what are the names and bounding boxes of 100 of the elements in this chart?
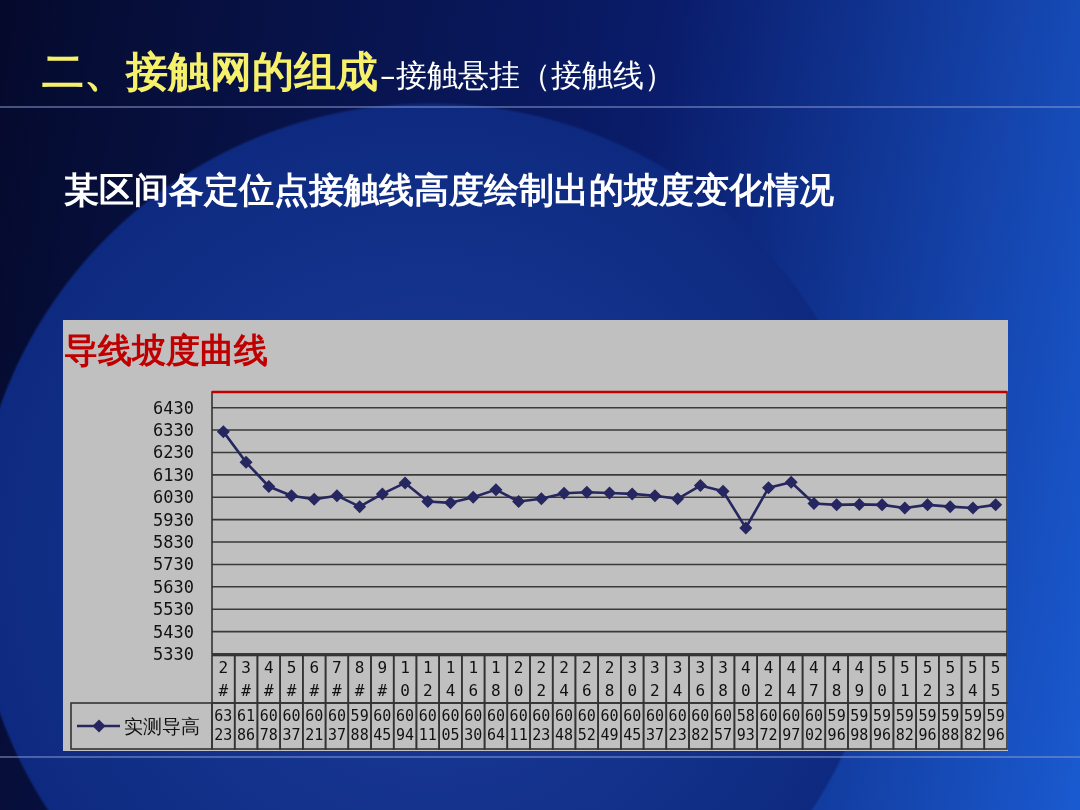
data-label: 60 23 — [668, 707, 687, 744]
point — [989, 498, 1003, 512]
x-tick-label: 2# — [218, 657, 229, 700]
data-label: 61 86 — [237, 707, 256, 744]
x-tick-label: 51 — [899, 657, 910, 700]
point — [603, 486, 616, 500]
x-tick-label: 44 — [786, 657, 797, 700]
chart-subtitle: 某区间各定位点接触线高度绘制出的坡度变化情况 — [64, 170, 834, 210]
point — [784, 475, 798, 489]
point — [398, 476, 412, 490]
data-label: 60 48 — [555, 707, 574, 744]
data-label: 59 82 — [963, 707, 982, 744]
point — [875, 498, 889, 512]
data-label: 60 52 — [577, 707, 596, 744]
y-tick-label: 5430 — [153, 621, 194, 642]
point — [966, 501, 980, 515]
text: 二、接触网的组成 — [42, 47, 378, 96]
y-tick-label: 6030 — [153, 487, 194, 508]
x-tick-label: 24 — [559, 657, 569, 700]
point — [216, 425, 230, 439]
point — [898, 501, 912, 515]
y-tick-label: 6130 — [153, 464, 194, 485]
point — [489, 483, 503, 497]
x-tick-label: 12 — [422, 657, 433, 700]
data-label: 60 78 — [259, 707, 278, 744]
point — [807, 497, 821, 511]
y-tick-label: 5830 — [153, 532, 194, 553]
data-label: 59 96 — [918, 707, 937, 744]
x-tick-label: 32 — [650, 657, 660, 700]
x-tick-label: 18 — [491, 657, 501, 700]
data-label: 60 02 — [804, 707, 823, 744]
y-tick-label: 5330 — [153, 644, 194, 664]
data-label: 60 11 — [509, 707, 528, 744]
x-tick-label: 50 — [877, 657, 887, 700]
data-label: 60 37 — [282, 707, 301, 744]
x-tick-label: 6# — [309, 657, 320, 700]
x-tick-label: 53 — [945, 657, 956, 700]
data-label: 60 82 — [691, 707, 710, 744]
y-tick-label: 6230 — [153, 442, 194, 463]
x-tick-label: 30 — [627, 657, 638, 700]
point — [762, 481, 775, 495]
point — [421, 495, 435, 508]
chart-title: 导线坡度曲线 — [64, 330, 268, 370]
data-label: 59 96 — [873, 707, 892, 744]
data-label: 60 49 — [600, 707, 619, 744]
point — [444, 496, 457, 510]
data-label: 60 37 — [327, 707, 346, 744]
x-tick-label: 16 — [468, 657, 479, 700]
point — [648, 489, 662, 503]
data-label: 59 98 — [850, 707, 869, 744]
x-tick-label: 28 — [604, 657, 615, 700]
x-tick-label: 14 — [445, 657, 456, 700]
x-tick-label: 47 — [809, 657, 819, 700]
legend-label: 实测导高 — [124, 715, 200, 737]
x-tick-label: 34 — [672, 657, 683, 700]
y-tick-label: 5730 — [153, 554, 194, 575]
x-tick-label: 49 — [854, 657, 865, 700]
point — [716, 484, 730, 498]
point — [534, 492, 548, 506]
x-tick-label: 22 — [536, 657, 547, 700]
point — [739, 521, 753, 535]
point — [375, 487, 389, 501]
x-tick-label: 38 — [718, 657, 728, 700]
data-label: 60 94 — [396, 707, 415, 744]
point — [330, 489, 344, 503]
data-label: 59 96 — [986, 707, 1005, 744]
x-tick-label: 40 — [740, 657, 751, 700]
point — [307, 492, 321, 506]
point — [943, 500, 957, 514]
y-tick-label: 6430 — [153, 397, 194, 418]
point — [512, 495, 526, 508]
point — [830, 498, 844, 512]
x-tick-label: 4# — [263, 657, 274, 700]
point — [262, 480, 276, 493]
data-label: 58 93 — [736, 707, 755, 744]
x-tick-label: 42 — [763, 657, 774, 700]
data-label: 60 72 — [759, 707, 778, 744]
y-tick-label: 6330 — [153, 420, 194, 441]
point — [921, 498, 934, 512]
data-label: 59 88 — [941, 707, 960, 744]
point — [852, 497, 866, 511]
point — [285, 489, 298, 503]
x-tick-label: 54 — [968, 657, 978, 700]
x-tick-label: 5# — [286, 657, 297, 700]
x-tick-label: 48 — [831, 657, 842, 700]
point — [466, 490, 480, 504]
data-label: 59 82 — [895, 707, 914, 744]
data-label: 59 96 — [827, 707, 846, 744]
x-tick-label: 8# — [354, 657, 365, 700]
point — [625, 487, 639, 501]
point — [671, 492, 685, 506]
data-label: 63 23 — [214, 707, 233, 744]
x-tick-label: 52 — [922, 657, 933, 700]
text: –接触悬挂（接触线） — [380, 57, 675, 93]
data-label: 60 37 — [645, 707, 664, 744]
point — [693, 479, 707, 493]
x-tick-label: 36 — [695, 657, 706, 700]
data-label: 60 23 — [532, 707, 551, 744]
x-tick-label: 20 — [513, 657, 524, 700]
x-tick-label: 7# — [332, 657, 343, 700]
